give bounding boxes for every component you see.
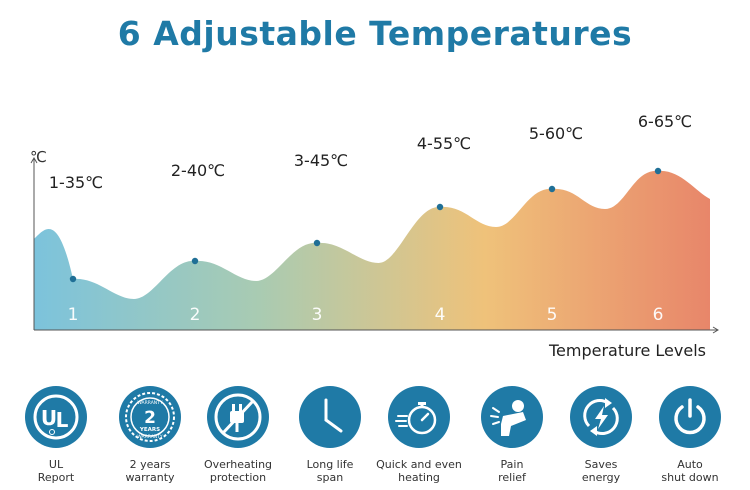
level-label: 3 — [312, 305, 323, 325]
data-point — [436, 203, 444, 211]
feature-label: UL Report — [37, 458, 75, 484]
x-axis-arrow — [712, 326, 719, 334]
feature-saves-energy: Saves energy — [556, 386, 646, 484]
feature-pain-relief: Pain relief — [467, 386, 557, 484]
feature-label: Quick and even heating — [376, 458, 462, 484]
feature-quick-heating: Quick and even heating — [374, 386, 464, 484]
warranty-badge-bottom: WARRANTY — [137, 434, 163, 440]
data-point — [313, 239, 321, 247]
warranty-badge-number: 2 — [144, 408, 156, 428]
temperature-chart: ℃ Temperature Levels 1-35℃ 1 2-40℃ 2 3-45℃ 3 4-5… — [30, 112, 719, 360]
level-label: 2 — [190, 305, 201, 325]
feature-ul-report: U L UL Report — [11, 386, 101, 484]
data-label: 4-55℃ — [417, 134, 471, 153]
data-label: 2-40℃ — [171, 161, 225, 180]
feature-label: Long life span — [306, 458, 354, 484]
data-label: 1-35℃ — [49, 173, 103, 192]
feature-long-life: Long life span — [285, 386, 375, 484]
data-point — [69, 275, 77, 283]
warranty-badge-top: WARRANTY — [137, 400, 163, 406]
ul-certification-icon: U L — [25, 386, 87, 448]
feature-label: Overheating protection — [203, 458, 273, 484]
stopwatch-icon — [388, 386, 450, 448]
feature-overheating: Overheating protection — [193, 386, 283, 484]
data-point — [548, 185, 556, 193]
energy-saving-icon — [570, 386, 632, 448]
data-point — [654, 167, 662, 175]
svg-text:U: U — [41, 406, 57, 430]
power-icon — [659, 386, 721, 448]
y-axis-label: ℃ — [30, 148, 47, 166]
feature-label: Saves energy — [581, 458, 621, 484]
feature-warranty: 2 YEARS WARRANTY WARRANTY 2 years warran… — [105, 386, 195, 484]
level-label: 1 — [68, 305, 79, 325]
pain-relief-icon — [481, 386, 543, 448]
warranty-badge-years: YEARS — [139, 427, 160, 433]
data-label: 3-45℃ — [294, 151, 348, 170]
no-plug-icon — [207, 386, 269, 448]
level-label: 4 — [435, 305, 446, 325]
clock-icon — [299, 386, 361, 448]
level-label: 5 — [547, 305, 558, 325]
feature-label: Pain relief — [498, 458, 526, 484]
data-label: 5-60℃ — [529, 124, 583, 143]
svg-text:L: L — [56, 408, 69, 432]
y-axis-arrow — [30, 157, 38, 164]
feature-label: 2 years warranty — [125, 458, 175, 484]
feature-label: Auto shut down — [661, 458, 719, 484]
temperature-area — [34, 170, 710, 330]
warranty-badge-icon: 2 YEARS WARRANTY WARRANTY — [119, 386, 181, 448]
data-label: 6-65℃ — [638, 112, 692, 131]
data-point — [191, 257, 199, 265]
x-axis-label: Temperature Levels — [548, 341, 706, 360]
feature-icons-row: U L UL Report 2 YEARS WARRANTY WARRANTY … — [0, 386, 750, 490]
feature-auto-shutdown: Auto shut down — [645, 386, 735, 484]
level-label: 6 — [653, 305, 664, 325]
page-title: 6 Adjustable Temperatures — [117, 14, 633, 53]
